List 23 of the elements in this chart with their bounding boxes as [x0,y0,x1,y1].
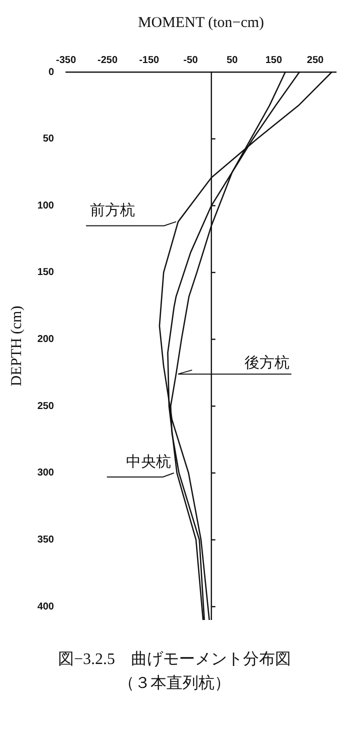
y-tick-label: 0 [48,66,54,78]
series-label: 中央杭 [126,453,171,470]
y-tick-label: 400 [37,601,54,612]
x-tick-label: 250 [306,54,324,66]
x-tick-label: 50 [226,54,238,66]
y-tick-label: 200 [37,334,54,346]
x-axis-title: MOMENT (ton−cm) [138,14,264,31]
text: 後方杭 [244,354,290,372]
x-tick-label: -250 [98,54,118,66]
x-tick-label: -150 [139,54,160,66]
y-tick-label: 100 [37,200,54,212]
text: 前方杭 [90,202,135,220]
y-tick-label: 350 [37,534,54,546]
y-axis-title: DEPTH (cm) [8,306,25,386]
text: （３本直列杭） [118,674,232,694]
x-tick-label: -350 [56,54,76,66]
x-tick-label: -50 [183,54,198,66]
y-tick-label: 250 [37,400,54,412]
y-tick-label: 150 [37,267,54,278]
text: 図−3.2.5 曲げモーメント分布図 [56,650,292,670]
x-tick-label: 150 [265,54,282,66]
y-tick-label: 50 [42,134,54,145]
y-tick-label: 300 [37,468,54,479]
